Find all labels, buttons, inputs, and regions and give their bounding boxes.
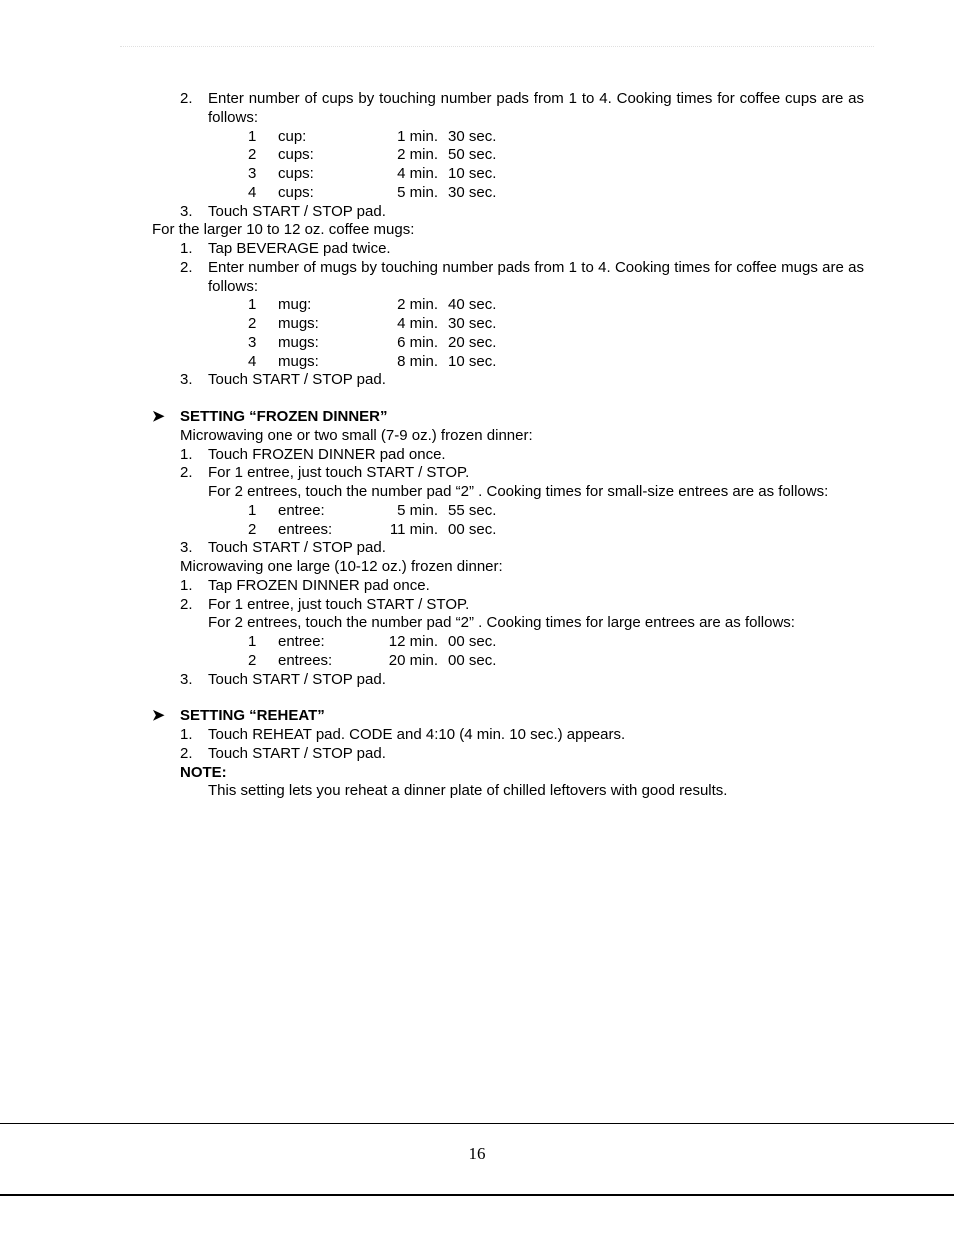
list-item: 3. Touch START / STOP pad.	[180, 539, 864, 558]
list-item: 2. Enter number of cups by touching numb…	[180, 90, 864, 203]
page: 2. Enter number of cups by touching numb…	[0, 0, 954, 1234]
list-item: 1. Touch FROZEN DINNER pad once.	[180, 446, 864, 465]
step-number: 2.	[180, 464, 208, 539]
table-row: 4cups:5 min.30 sec.	[248, 184, 864, 203]
list-item: 1. Tap FROZEN DINNER pad once.	[180, 577, 864, 596]
table-row: 1cup:1 min.30 sec.	[248, 128, 864, 147]
step-text: Touch START / STOP pad.	[208, 539, 864, 558]
time-table: 1mug:2 min.40 sec. 2mugs:4 min.30 sec. 3…	[248, 296, 864, 371]
step-text: For 2 entrees, touch the number pad “2” …	[208, 614, 864, 633]
step-number: 2.	[180, 90, 208, 203]
heading-text: SETTING “FROZEN DINNER”	[180, 408, 388, 427]
step-text: Touch START / STOP pad.	[208, 671, 864, 690]
list-item: 1. Tap BEVERAGE pad twice.	[180, 240, 864, 259]
step-number: 2.	[180, 745, 208, 764]
step-number: 3.	[180, 539, 208, 558]
step-number: 3.	[180, 203, 208, 222]
step-number: 2.	[180, 259, 208, 372]
table-row: 4mugs:8 min.10 sec.	[248, 353, 864, 372]
step-text: Tap BEVERAGE pad twice.	[208, 240, 864, 259]
time-table: 1cup:1 min.30 sec. 2cups:2 min.50 sec. 3…	[248, 128, 864, 203]
table-row: 1mug:2 min.40 sec.	[248, 296, 864, 315]
table-row: 2mugs:4 min.30 sec.	[248, 315, 864, 334]
time-table: 1entree:5 min.55 sec. 2entrees:11 min.00…	[248, 502, 864, 540]
step-text: For 1 entree, just touch START / STOP.	[208, 596, 864, 615]
list-item: 2. For 1 entree, just touch START / STOP…	[180, 464, 864, 539]
scan-artifact	[120, 46, 874, 49]
step-number: 1.	[180, 577, 208, 596]
step-number: 1.	[180, 726, 208, 745]
step-text: Tap FROZEN DINNER pad once.	[208, 577, 864, 596]
step-number: 1.	[180, 446, 208, 465]
list-item: 2. Enter number of mugs by touching numb…	[180, 259, 864, 372]
note-text: This setting lets you reheat a dinner pl…	[208, 782, 864, 801]
step-number: 2.	[180, 596, 208, 671]
step-number: 1.	[180, 240, 208, 259]
table-row: 3mugs:6 min.20 sec.	[248, 334, 864, 353]
table-row: 2entrees:11 min.00 sec.	[248, 521, 864, 540]
content-body: 2. Enter number of cups by touching numb…	[180, 90, 864, 801]
step-text: Touch FROZEN DINNER pad once.	[208, 446, 864, 465]
paragraph: Microwaving one or two small (7-9 oz.) f…	[180, 427, 864, 446]
list-item: 3. Touch START / STOP pad.	[180, 203, 864, 222]
list-item: 3. Touch START / STOP pad.	[180, 371, 864, 390]
table-row: 2entrees:20 min.00 sec.	[248, 652, 864, 671]
divider	[0, 1194, 954, 1196]
list-item: 2. For 1 entree, just touch START / STOP…	[180, 596, 864, 671]
section-heading: ➤ SETTING “REHEAT”	[152, 707, 864, 726]
table-row: 3cups:4 min.10 sec.	[248, 165, 864, 184]
list-item: 2. Touch START / STOP pad.	[180, 745, 864, 764]
table-row: 2cups:2 min.50 sec.	[248, 146, 864, 165]
note-label: NOTE:	[180, 764, 864, 783]
bullet-icon: ➤	[152, 707, 180, 726]
step-text: For 1 entree, just touch START / STOP.	[208, 464, 864, 483]
note-body: This setting lets you reheat a dinner pl…	[180, 782, 864, 801]
step-text: Enter number of cups by touching number …	[208, 90, 864, 128]
table-row: 1entree:5 min.55 sec.	[248, 502, 864, 521]
step-text: Touch START / STOP pad.	[208, 203, 864, 222]
step-text: Touch START / STOP pad.	[208, 371, 864, 390]
table-row: 1entree:12 min.00 sec.	[248, 633, 864, 652]
list-item: 1. Touch REHEAT pad. CODE and 4:10 (4 mi…	[180, 726, 864, 745]
divider	[0, 1123, 954, 1124]
step-text: Touch REHEAT pad. CODE and 4:10 (4 min. …	[208, 726, 864, 745]
paragraph: For the larger 10 to 12 oz. coffee mugs:	[152, 221, 864, 240]
list-item: 3. Touch START / STOP pad.	[180, 671, 864, 690]
page-number: 16	[0, 1144, 954, 1164]
paragraph: Microwaving one large (10-12 oz.) frozen…	[180, 558, 864, 577]
step-text: Enter number of mugs by touching number …	[208, 259, 864, 297]
heading-text: SETTING “REHEAT”	[180, 707, 325, 726]
step-text: For 2 entrees, touch the number pad “2” …	[208, 483, 864, 502]
step-number: 3.	[180, 671, 208, 690]
section-heading: ➤ SETTING “FROZEN DINNER”	[152, 408, 864, 427]
step-number: 3.	[180, 371, 208, 390]
step-text: Touch START / STOP pad.	[208, 745, 864, 764]
bullet-icon: ➤	[152, 408, 180, 427]
time-table: 1entree:12 min.00 sec. 2entrees:20 min.0…	[248, 633, 864, 671]
